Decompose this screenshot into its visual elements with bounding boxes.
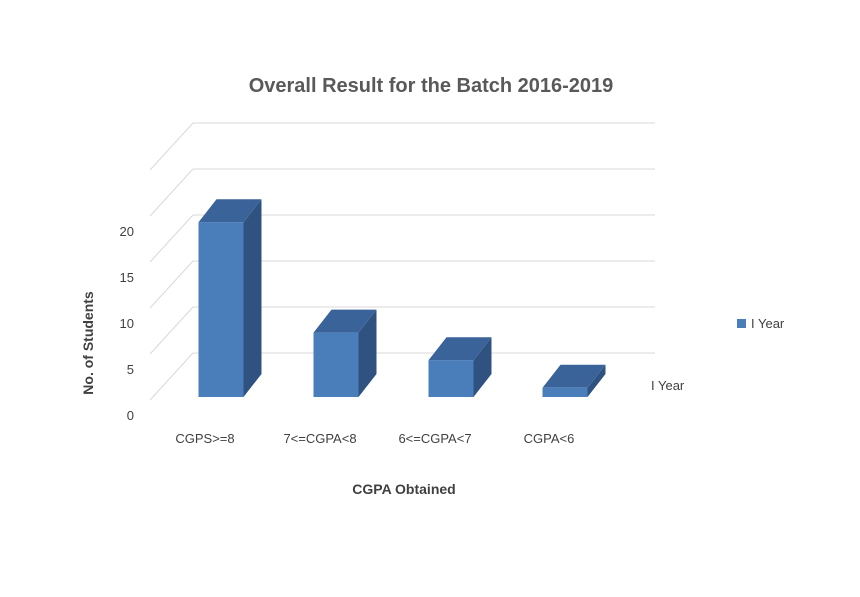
gridlines <box>149 122 655 401</box>
gridline-side-20 <box>149 168 194 217</box>
y-tick-label: 10 <box>120 316 134 331</box>
gridline-side-5 <box>149 306 194 355</box>
bar-3 <box>542 364 606 397</box>
bar-top-1 <box>313 309 377 333</box>
y-tick-label: 0 <box>127 408 134 423</box>
gridline-side-15 <box>149 214 194 263</box>
legend-label: I Year <box>751 316 785 331</box>
depth-axis-label: I Year <box>651 378 685 393</box>
bar-top-3 <box>542 364 606 388</box>
bar-side-2 <box>473 337 492 397</box>
category-label: CGPS>=8 <box>175 431 234 446</box>
bar-0 <box>198 199 262 397</box>
bar-front-1 <box>313 332 359 397</box>
bar-front-3 <box>542 387 588 397</box>
gridline-side-0 <box>149 352 194 401</box>
bar-front-0 <box>198 222 244 397</box>
bar-1 <box>313 309 377 397</box>
category-label: 7<=CGPA<8 <box>283 431 356 446</box>
y-tick-label: 15 <box>120 270 134 285</box>
x-axis-title: CGPA Obtained <box>352 481 455 497</box>
bar-top-2 <box>428 337 492 361</box>
bar-side-3 <box>587 364 606 397</box>
bar-side-1 <box>358 309 377 397</box>
gridline-side-top <box>149 122 194 171</box>
category-label: 6<=CGPA<7 <box>398 431 471 446</box>
y-axis-ticks: 0 5 10 15 20 <box>120 224 134 423</box>
chart-title: Overall Result for the Batch 2016-2019 <box>249 75 614 97</box>
bar-side-0 <box>243 199 262 397</box>
bars <box>198 199 606 397</box>
y-axis-title: No. of Students <box>80 291 96 395</box>
bar-front-2 <box>428 360 474 397</box>
legend-swatch <box>737 319 746 328</box>
bar-2 <box>428 337 492 397</box>
y-tick-label: 20 <box>120 224 134 239</box>
gridline-side-10 <box>149 260 194 309</box>
x-axis-categories: CGPS>=8 7<=CGPA<8 6<=CGPA<7 CGPA<6 <box>175 431 574 446</box>
category-label: CGPA<6 <box>524 431 575 446</box>
legend: I Year <box>737 316 785 331</box>
y-tick-label: 5 <box>127 362 134 377</box>
bar-top-0 <box>198 199 262 223</box>
